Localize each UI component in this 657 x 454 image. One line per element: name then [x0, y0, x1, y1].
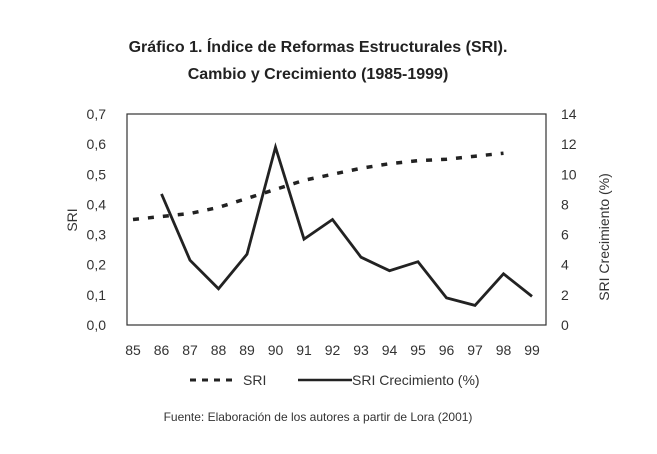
x-tick-label: 97 — [467, 342, 483, 358]
y-tick-label: 0,2 — [87, 257, 107, 273]
chart-source: Fuente: Elaboración de los autores a par… — [164, 410, 473, 424]
y2-tick-label: 6 — [561, 227, 569, 243]
y-tick-label: 0,4 — [87, 196, 107, 212]
y2-tick-label: 12 — [561, 136, 577, 152]
y-tick-label: 0,1 — [87, 287, 107, 303]
y2-axis-label: SRI Crecimiento (%) — [596, 173, 612, 301]
legend-sri-label: SRI — [243, 372, 266, 388]
x-tick-label: 93 — [353, 342, 369, 358]
x-tick-label: 96 — [439, 342, 455, 358]
plot-area — [126, 113, 547, 326]
y-axis-label: SRI — [64, 208, 80, 231]
y2-tick-label: 2 — [561, 287, 569, 303]
x-tick-label: 94 — [382, 342, 398, 358]
x-tick-label: 89 — [239, 342, 255, 358]
x-tick-label: 98 — [496, 342, 512, 358]
y2-tick-label: 4 — [561, 257, 569, 273]
y2-tick-label: 10 — [561, 166, 577, 182]
y-tick-label: 0,0 — [87, 317, 107, 333]
sri-series-line — [132, 151, 504, 222]
x-tick-label: 91 — [296, 342, 312, 358]
chart-subtitle: Cambio y Crecimiento (1985-1999) — [188, 66, 449, 83]
x-tick-label: 90 — [268, 342, 284, 358]
y2-tick-label: 0 — [561, 317, 569, 333]
y-tick-label: 0,7 — [87, 106, 107, 122]
x-tick-label: 95 — [410, 342, 426, 358]
x-tick-label: 86 — [154, 342, 170, 358]
x-tick-label: 85 — [125, 342, 141, 358]
y-tick-label: 0,3 — [87, 227, 107, 243]
y-tick-label: 0,5 — [87, 166, 107, 182]
x-tick-label: 87 — [182, 342, 198, 358]
y2-tick-label: 8 — [561, 196, 569, 212]
chart-title: Gráfico 1. Índice de Reformas Estructura… — [129, 37, 508, 56]
x-tick-label: 99 — [524, 342, 540, 358]
legend-growth-label: SRI Crecimiento (%) — [352, 372, 480, 388]
x-tick-label: 88 — [211, 342, 227, 358]
sri-growth-series-line — [160, 142, 533, 307]
x-tick-label: 92 — [325, 342, 341, 358]
y-tick-label: 0,6 — [87, 136, 107, 152]
y2-tick-label: 14 — [561, 106, 577, 122]
